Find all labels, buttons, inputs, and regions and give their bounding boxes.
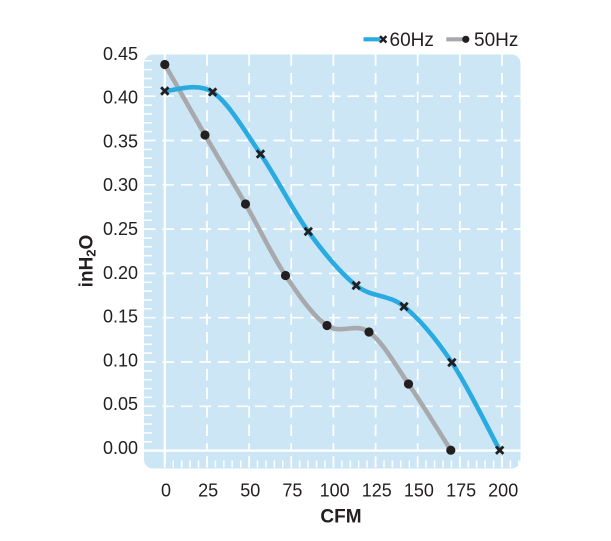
- svg-text:0.25: 0.25: [103, 219, 138, 239]
- svg-text:125: 125: [362, 481, 392, 501]
- svg-text:0.20: 0.20: [103, 263, 138, 283]
- svg-text:0: 0: [161, 481, 171, 501]
- svg-text:50: 50: [240, 481, 260, 501]
- svg-text:150: 150: [404, 481, 434, 501]
- svg-text:0.05: 0.05: [103, 394, 138, 414]
- svg-text:175: 175: [446, 481, 476, 501]
- svg-text:60Hz: 60Hz: [390, 30, 434, 51]
- svg-text:0.45: 0.45: [103, 44, 138, 64]
- svg-text:25: 25: [198, 481, 218, 501]
- svg-text:0.35: 0.35: [103, 131, 138, 151]
- svg-text:0.15: 0.15: [103, 307, 138, 327]
- svg-text:0.40: 0.40: [103, 88, 138, 108]
- svg-text:100: 100: [320, 481, 350, 501]
- svg-text:0.30: 0.30: [103, 175, 138, 195]
- svg-text:CFM: CFM: [320, 507, 361, 528]
- svg-text:0.10: 0.10: [103, 350, 138, 370]
- svg-text:75: 75: [282, 481, 302, 501]
- svg-text:200: 200: [488, 481, 518, 501]
- svg-text:0.00: 0.00: [103, 438, 138, 458]
- svg-text:50Hz: 50Hz: [474, 30, 518, 51]
- svg-text:inH2O: inH2O: [77, 235, 99, 288]
